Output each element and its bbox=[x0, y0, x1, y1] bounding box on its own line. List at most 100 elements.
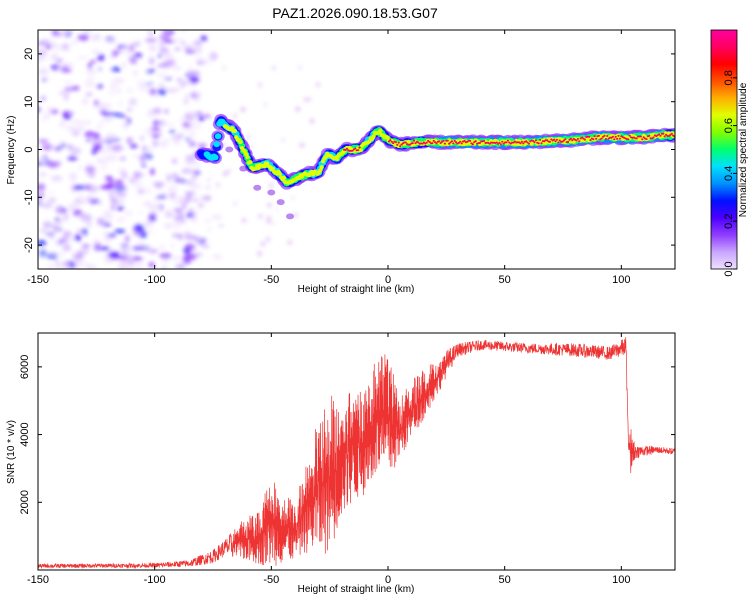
colorbar-tick-label: 0.4 bbox=[723, 166, 735, 181]
ridge-cell bbox=[245, 155, 250, 160]
spectrogram-y-ticks: -20 -10 0 10 20 bbox=[23, 48, 675, 253]
ridge-cell bbox=[460, 142, 463, 145]
ridge-cell bbox=[614, 135, 617, 138]
noise-blob bbox=[152, 202, 161, 210]
noise-speck bbox=[233, 114, 237, 118]
noise-blob bbox=[115, 78, 125, 84]
noise-blob bbox=[159, 47, 170, 54]
noise-blob bbox=[159, 244, 165, 251]
ridge-cell bbox=[248, 160, 253, 165]
snr-line-layer bbox=[38, 337, 675, 570]
ridge-cell bbox=[459, 140, 462, 143]
noise-blob bbox=[111, 50, 118, 58]
ridge-cell bbox=[533, 141, 536, 144]
noise-blob bbox=[170, 242, 176, 250]
ridge-cell bbox=[397, 141, 400, 144]
ridge-cell bbox=[553, 138, 556, 141]
noise-blob bbox=[198, 203, 204, 208]
noise-blob bbox=[63, 80, 73, 85]
ridge-cell bbox=[334, 156, 340, 161]
noise-blob bbox=[70, 38, 79, 46]
noise-blob bbox=[84, 165, 96, 173]
noise-blob bbox=[38, 184, 46, 191]
ridge-cell bbox=[562, 139, 566, 142]
noise-speck bbox=[266, 219, 271, 224]
snr-frame bbox=[37, 332, 676, 571]
noise-blob bbox=[159, 33, 170, 42]
noise-blob bbox=[109, 196, 117, 202]
ridge-cell bbox=[385, 135, 390, 140]
ridge-cell bbox=[238, 139, 243, 144]
noise-blob bbox=[162, 265, 167, 269]
noise-blob bbox=[96, 84, 104, 89]
noise-blob bbox=[40, 95, 46, 102]
noise-blob bbox=[107, 91, 116, 96]
noise-blob bbox=[40, 38, 52, 45]
noise-blob bbox=[113, 183, 126, 188]
noise-blob bbox=[91, 50, 101, 54]
noise-blob bbox=[134, 223, 145, 232]
noise-blob bbox=[120, 147, 126, 151]
ridge-cell bbox=[670, 132, 673, 135]
noise-blob bbox=[157, 54, 163, 58]
noise-blob bbox=[41, 155, 48, 161]
noise-blob bbox=[163, 76, 173, 81]
noise-speck bbox=[246, 135, 250, 139]
noise-blob bbox=[211, 214, 223, 220]
noise-blob bbox=[148, 37, 155, 43]
ridge-cell bbox=[214, 133, 222, 140]
noise-blob bbox=[102, 210, 112, 217]
noise-blob bbox=[176, 195, 183, 199]
noise-blob bbox=[156, 72, 167, 79]
noise-speck bbox=[207, 228, 211, 231]
noise-blob bbox=[187, 111, 198, 119]
noise-blob bbox=[134, 263, 145, 269]
noise-blob bbox=[129, 143, 138, 149]
ridge-cell bbox=[387, 140, 390, 143]
noise-blob bbox=[58, 121, 67, 128]
noise-speck bbox=[267, 215, 271, 220]
noise-blob bbox=[115, 87, 123, 95]
ridge-cell bbox=[641, 138, 644, 141]
noise-blob bbox=[78, 260, 84, 267]
noise-blob bbox=[187, 131, 197, 138]
noise-blob bbox=[122, 254, 134, 262]
noise-speck bbox=[287, 240, 293, 245]
noise-blob bbox=[77, 164, 82, 171]
noise-blob bbox=[110, 203, 116, 211]
noise-blob bbox=[128, 247, 134, 251]
noise-blob bbox=[60, 251, 66, 257]
noise-blob bbox=[96, 217, 105, 226]
noise-blob bbox=[159, 41, 165, 48]
noise-speck bbox=[260, 241, 266, 247]
noise-blob bbox=[164, 109, 169, 114]
x-tick-label: 100 bbox=[612, 274, 630, 286]
ridge-cell bbox=[344, 149, 347, 151]
noise-blob bbox=[71, 129, 81, 137]
noise-blob bbox=[130, 56, 136, 61]
noise-blob bbox=[148, 216, 156, 222]
noise-blob bbox=[98, 150, 108, 155]
noise-blob bbox=[133, 171, 142, 179]
noise-speck bbox=[298, 66, 302, 70]
noise-speck bbox=[269, 183, 274, 188]
colorbar-tick-label: 0.0 bbox=[723, 261, 735, 276]
ridge-cell bbox=[613, 138, 616, 141]
ridge-cell bbox=[213, 141, 220, 148]
noise-blob bbox=[164, 208, 173, 214]
noise-blob bbox=[63, 47, 71, 52]
noise-blob bbox=[105, 132, 117, 140]
noise-blob bbox=[180, 40, 186, 45]
ridge-cell bbox=[455, 141, 458, 144]
noise-blob bbox=[122, 48, 133, 56]
noise-blob bbox=[183, 97, 189, 105]
noise-blob bbox=[197, 116, 205, 122]
noise-blob bbox=[112, 255, 118, 261]
noise-blob bbox=[93, 99, 99, 107]
ridge-cell bbox=[567, 140, 570, 143]
ridge-cell bbox=[663, 135, 666, 138]
noise-blob bbox=[62, 116, 73, 120]
ridge-cell bbox=[616, 137, 619, 140]
noise-blob bbox=[183, 261, 192, 265]
